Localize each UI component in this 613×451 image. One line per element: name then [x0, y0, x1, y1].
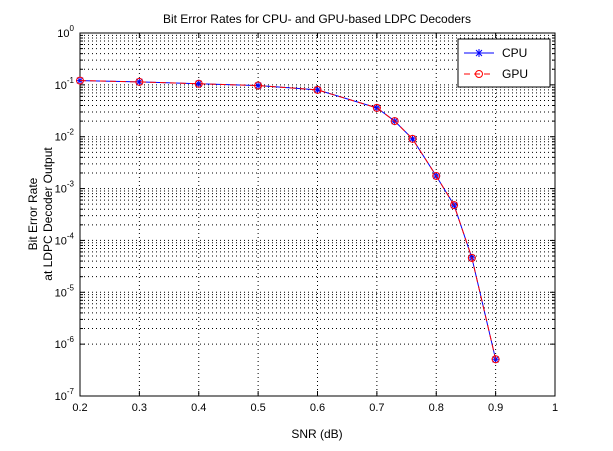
data-point-gpu [194, 79, 203, 88]
legend-marker-cpu [475, 49, 483, 57]
x-tick-label: 0.5 [250, 402, 265, 414]
series-layer [76, 76, 500, 364]
x-tick-label: 1 [552, 402, 558, 414]
x-tick-label: 0.2 [72, 402, 87, 414]
y-tick-label: 10-6 [55, 335, 75, 351]
y-axis-label-line1: Bit Error Rate [26, 177, 40, 250]
legend-label-cpu: CPU [502, 46, 527, 60]
data-point-gpu [450, 201, 459, 210]
series-line-cpu [79, 80, 497, 360]
y-tick-label: 10-2 [55, 128, 75, 144]
data-point-cpu [372, 103, 381, 112]
data-point-gpu [254, 81, 263, 90]
data-point-gpu [491, 355, 500, 364]
data-point-gpu [135, 77, 144, 86]
x-tick-label: 0.7 [369, 402, 384, 414]
x-tick-label: 0.4 [191, 402, 206, 414]
data-point-cpu [408, 134, 417, 143]
series-gpu [76, 76, 500, 364]
data-point-cpu [194, 79, 203, 88]
x-tick-label: 0.8 [429, 402, 444, 414]
y-tick-label: 10-4 [55, 231, 75, 247]
legend-label-gpu: GPU [502, 67, 528, 81]
x-axis-label: SNR (dB) [291, 427, 342, 441]
legend-marker-gpu [475, 70, 483, 78]
y-tick-label: 10-3 [55, 180, 75, 196]
data-point-cpu [76, 76, 84, 85]
data-point-gpu [432, 171, 441, 180]
x-tick-label: 0.6 [310, 402, 325, 414]
data-point-gpu [408, 134, 417, 143]
legend-box [457, 38, 551, 88]
y-tick-label: 100 [57, 24, 74, 40]
data-point-cpu [313, 85, 322, 94]
y-tick-label: 10-5 [55, 283, 75, 299]
x-tick-label: 0.9 [488, 402, 503, 414]
data-point-gpu [76, 76, 84, 85]
data-point-gpu [313, 85, 322, 94]
data-point-gpu [372, 103, 381, 112]
data-point-gpu [467, 253, 476, 262]
y-axis-label-line2: at LDPC Decoder Output [41, 147, 55, 281]
y-tick-label: 10-7 [55, 387, 75, 403]
y-tick-label: 10-1 [55, 76, 75, 92]
data-point-gpu [390, 117, 399, 126]
data-point-cpu [254, 81, 263, 90]
plot-frame [79, 32, 556, 397]
data-point-cpu [135, 77, 144, 86]
chart-title: Bit Error Rates for CPU- and GPU-based L… [163, 12, 471, 26]
legend: CPU GPU [457, 38, 551, 88]
series-cpu [76, 76, 500, 364]
x-tick-label: 0.3 [132, 402, 147, 414]
series-line-gpu [79, 80, 497, 360]
